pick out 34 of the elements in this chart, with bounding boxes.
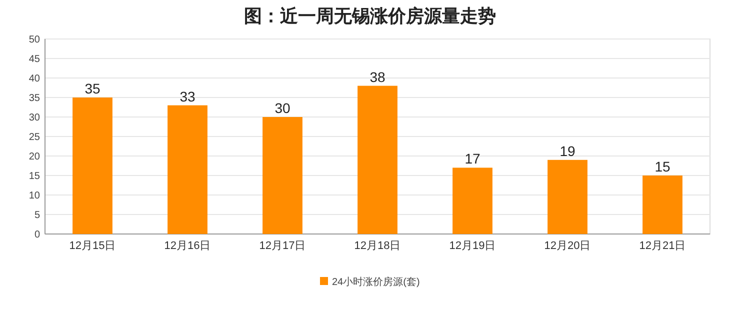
legend-label: 24小时涨价房源(套): [332, 276, 420, 288]
x-tick-label: 12月19日: [449, 240, 496, 252]
x-tick-label: 12月16日: [164, 240, 211, 252]
bar: [168, 105, 208, 234]
data-label: 15: [654, 158, 670, 174]
bar: [262, 117, 302, 234]
bar: [72, 98, 112, 234]
y-tick-label: 5: [34, 210, 40, 221]
y-tick-label: 15: [28, 171, 40, 182]
data-label: 17: [464, 150, 480, 167]
bar: [358, 86, 398, 234]
chart-title: 图：近一周无锡涨价房源量走势: [244, 6, 496, 26]
x-tick-label: 12月15日: [69, 240, 116, 252]
y-tick-label: 50: [28, 34, 40, 46]
y-tick-label: 0: [34, 230, 40, 240]
y-tick-label: 30: [28, 112, 40, 124]
bar: [548, 160, 588, 234]
x-tick-label: 12月17日: [259, 240, 306, 252]
x-tick-label: 12月21日: [639, 240, 686, 252]
data-label: 35: [84, 80, 100, 96]
data-label: 38: [370, 68, 386, 85]
y-tick-label: 20: [28, 152, 40, 162]
bar: [452, 168, 492, 234]
y-tick-label: 25: [28, 132, 40, 143]
data-label: 33: [180, 88, 196, 104]
data-label: 30: [274, 100, 290, 116]
y-tick-label: 45: [28, 54, 40, 65]
y-tick-label: 35: [28, 93, 40, 104]
bar: [642, 176, 682, 234]
y-tick-label: 10: [28, 190, 40, 202]
x-tick-label: 12月18日: [354, 240, 401, 252]
data-label: 19: [560, 142, 576, 159]
y-tick-label: 40: [28, 74, 40, 84]
x-tick-label: 12月20日: [544, 240, 591, 252]
